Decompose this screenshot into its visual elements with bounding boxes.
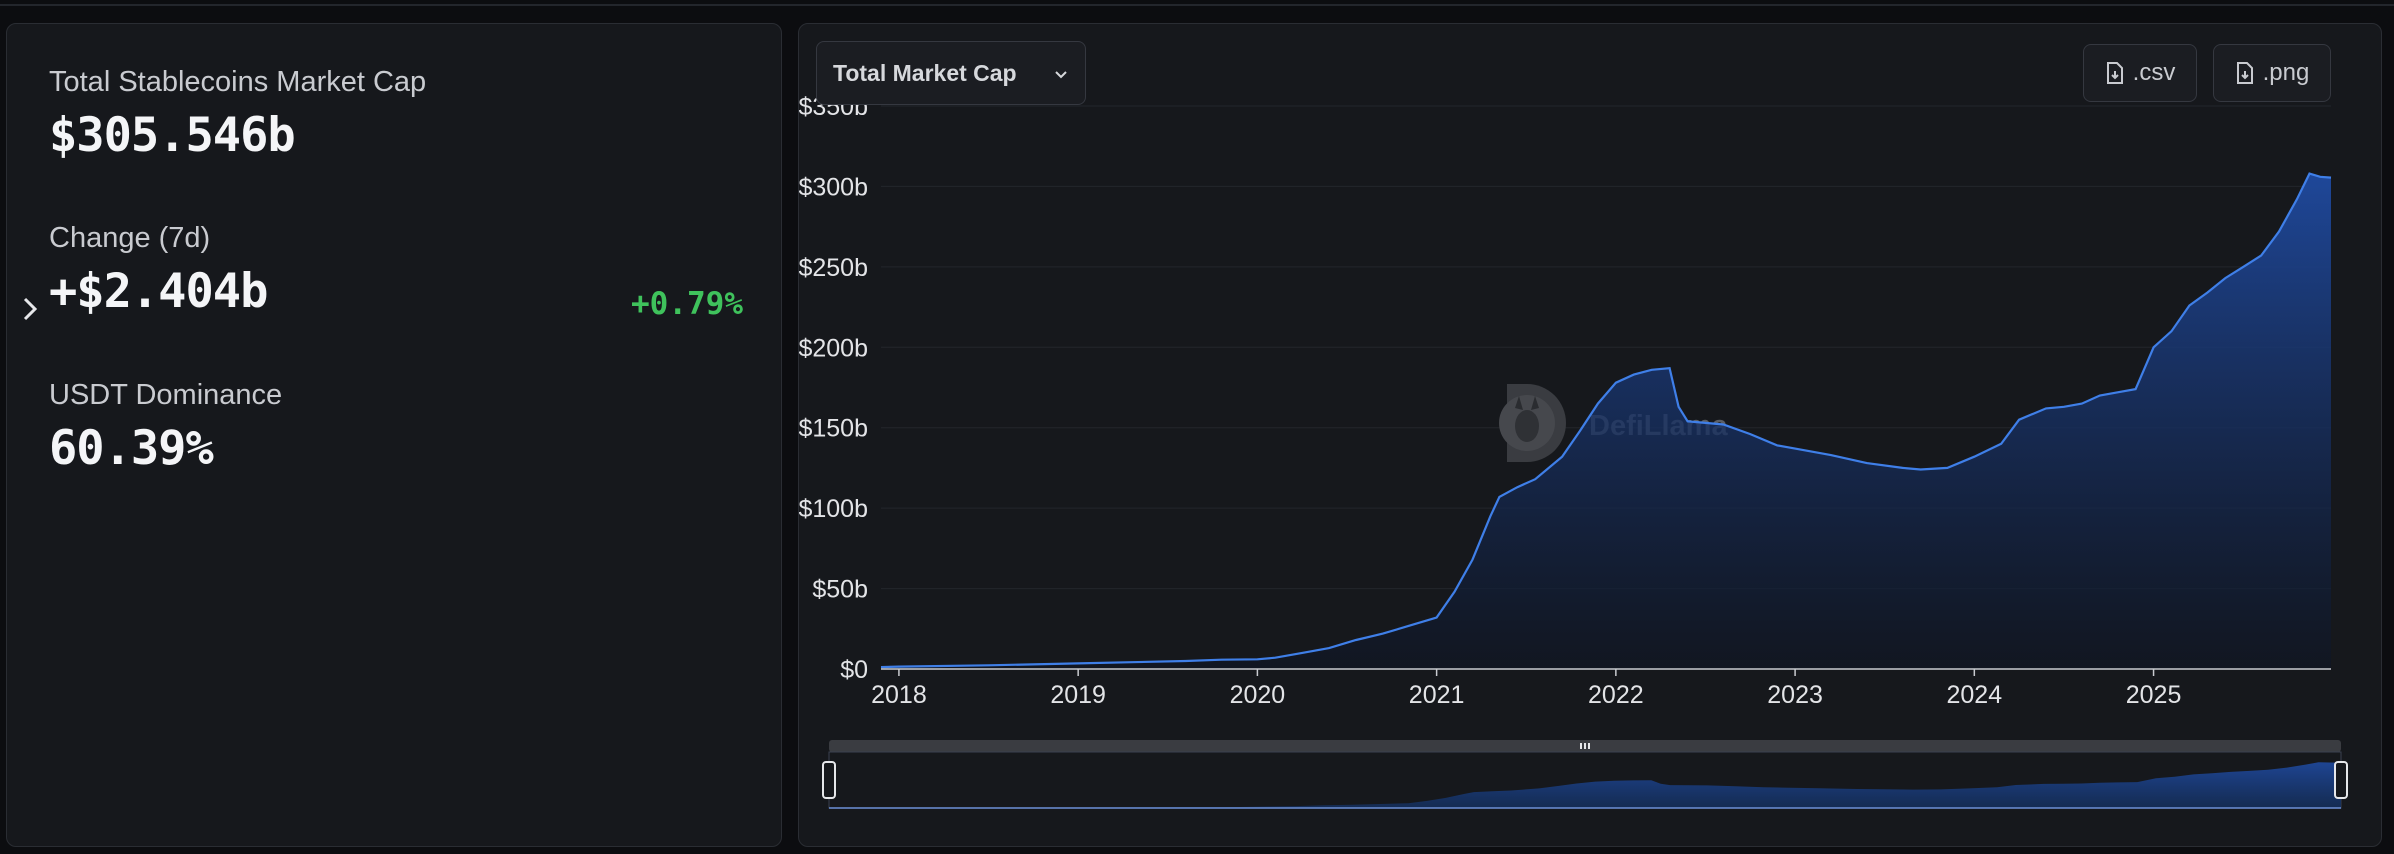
change-value: +$2.404b <box>49 264 268 319</box>
dominance-value: 60.39% <box>49 421 214 476</box>
y-tick-label: $250b <box>799 254 868 282</box>
file-download-icon <box>2106 62 2123 84</box>
x-tick-label: 2019 <box>1050 681 1106 709</box>
file-download-icon <box>2236 62 2253 84</box>
chevron-down-icon <box>1055 71 1067 79</box>
csv-label: .csv <box>2132 59 2176 86</box>
y-tick-label: $0 <box>840 656 868 684</box>
x-axis: 2018 2019 2020 2021 2022 2023 2024 2025 <box>871 669 2181 709</box>
metric-dropdown-label: Total Market Cap <box>833 59 1017 86</box>
change-label: Change (7d) <box>49 222 211 254</box>
png-label: .png <box>2262 59 2310 86</box>
chevron-right-icon[interactable] <box>21 294 41 324</box>
y-tick-label: $200b <box>799 334 868 362</box>
top-border <box>0 0 2394 6</box>
x-tick-label: 2021 <box>1409 681 1465 709</box>
download-csv-button[interactable]: .csv <box>2083 44 2197 102</box>
brush-preview-area <box>829 762 2341 808</box>
market-cap-line <box>880 172 2332 669</box>
x-tick-label: 2018 <box>871 681 927 709</box>
market-cap-value: $305.546b <box>49 108 296 163</box>
llama-logo-icon <box>1499 384 1566 462</box>
market-cap-area <box>881 173 2331 669</box>
range-brush[interactable] <box>822 740 2348 809</box>
x-tick-label: 2022 <box>1588 681 1644 709</box>
brush-left-handle[interactable] <box>822 761 836 799</box>
x-tick-label: 2020 <box>1230 681 1286 709</box>
brush-drag-icon[interactable] <box>1580 743 1590 749</box>
chart-canvas: $0$50b$100b$150b$200b$250b$300b$350b Def… <box>799 93 2348 809</box>
y-tick-label: $50b <box>812 576 868 604</box>
brush-right-handle[interactable] <box>2334 761 2348 799</box>
x-tick-label: 2023 <box>1767 681 1823 709</box>
dominance-label: USDT Dominance <box>49 379 283 411</box>
market-cap-label: Total Stablecoins Market Cap <box>49 66 427 98</box>
change-percent: +0.79% <box>631 286 743 322</box>
x-tick-label: 2024 <box>1947 681 2003 709</box>
metric-dropdown[interactable]: Total Market Cap <box>816 41 1086 105</box>
y-tick-label: $100b <box>799 495 868 523</box>
y-axis: $0$50b$100b$150b$200b$250b$300b$350b <box>799 93 868 684</box>
y-tick-label: $300b <box>799 173 868 201</box>
chart-panel: $0$50b$100b$150b$200b$250b$300b$350b Def… <box>798 23 2382 847</box>
stats-panel: Total Stablecoins Market Cap $305.546b C… <box>6 23 782 847</box>
download-png-button[interactable]: .png <box>2213 44 2331 102</box>
y-tick-label: $150b <box>799 415 868 443</box>
x-tick-label: 2025 <box>2126 681 2182 709</box>
